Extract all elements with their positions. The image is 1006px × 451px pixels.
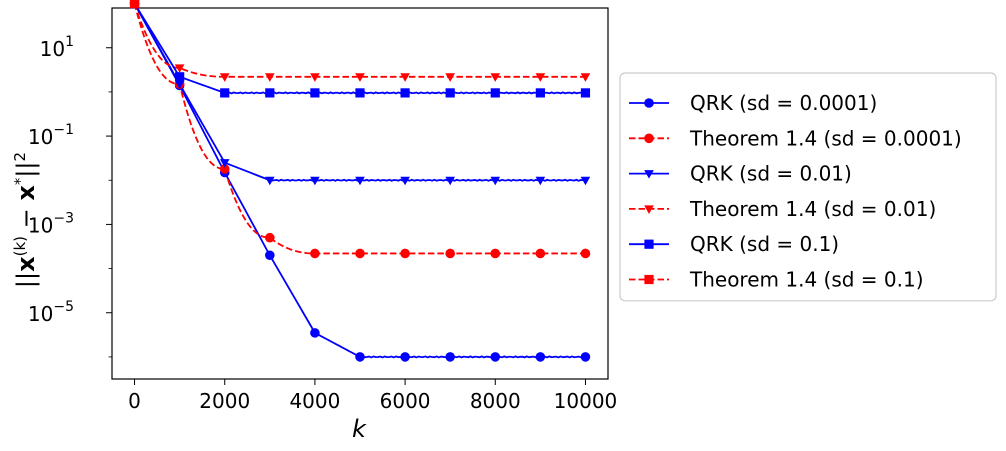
data-point [490,88,500,98]
data-point [129,0,140,9]
data-point [445,73,455,82]
data-point [580,88,591,98]
legend-marker [644,274,654,285]
data-point [490,352,501,362]
data-point [355,88,365,98]
series-line [135,0,586,4]
data-point [265,88,275,98]
legend-marker [644,205,654,214]
data-point [490,176,501,186]
data-point [355,176,365,186]
data-point [400,73,410,82]
data-point [310,88,320,98]
data-point [355,73,365,82]
data-point [535,73,546,82]
data-point [535,176,546,186]
data-point [490,248,501,259]
data-point [580,248,591,259]
legend-marker [644,170,654,179]
legend-box [619,72,997,302]
data-point [219,159,230,168]
data-point [580,352,591,362]
plot-frame [111,7,609,380]
data-point [265,176,275,186]
data-point [219,164,230,174]
data-point [265,232,275,243]
y-axis-label: ||x(k) − x*||2 [11,152,40,288]
legend-label: QRK (sd = 0.0001) [690,91,877,115]
data-point [580,73,591,82]
y-tick-label: 10−1 [28,122,74,149]
data-point [220,88,230,98]
data-point [535,352,546,362]
legend-marker [644,98,654,108]
x-tick-label: 6000 [380,389,431,413]
data-point [400,176,410,186]
data-point [445,248,455,259]
data-point [310,328,320,338]
x-tick-label: 0 [128,389,141,413]
legend-marker [644,133,654,144]
y-tick-label: 10−5 [28,299,74,326]
data-point [174,80,185,90]
x-tick-label: 10000 [554,389,618,413]
data-point [355,248,365,259]
data-point [400,88,410,98]
data-point [445,352,455,362]
legend-marker [644,239,654,249]
legend-label: Theorem 1.4 (sd = 0.1) [689,268,924,292]
legend-label: QRK (sd = 0.01) [690,162,852,186]
legend-label: QRK (sd = 0.1) [690,232,839,256]
x-axis-label: k [352,415,367,443]
data-point [535,88,545,98]
data-point [445,176,455,186]
data-point [400,352,410,362]
data-point [355,352,365,362]
data-point [445,88,455,98]
legend-label: Theorem 1.4 (sd = 0.01) [689,197,936,221]
legend-label: Theorem 1.4 (sd = 0.0001) [689,126,962,150]
series-line [134,8,586,255]
series-markers [129,0,591,362]
x-tick-label: 8000 [470,389,521,413]
x-tick-label: 4000 [289,389,340,413]
x-tick-label: 2000 [199,389,250,413]
data-point [580,176,591,186]
data-point [400,248,410,259]
data-point [174,64,185,73]
series-line [135,8,586,78]
y-tick-label: 101 [40,34,74,61]
data-point [310,248,320,259]
data-point [310,73,320,82]
y-tick-label: 10−3 [28,210,74,237]
data-point [265,250,275,261]
data-point [265,73,275,82]
data-point [490,73,501,82]
data-point [219,73,230,82]
data-point [310,176,320,186]
data-point [175,72,185,82]
data-point [535,248,546,259]
